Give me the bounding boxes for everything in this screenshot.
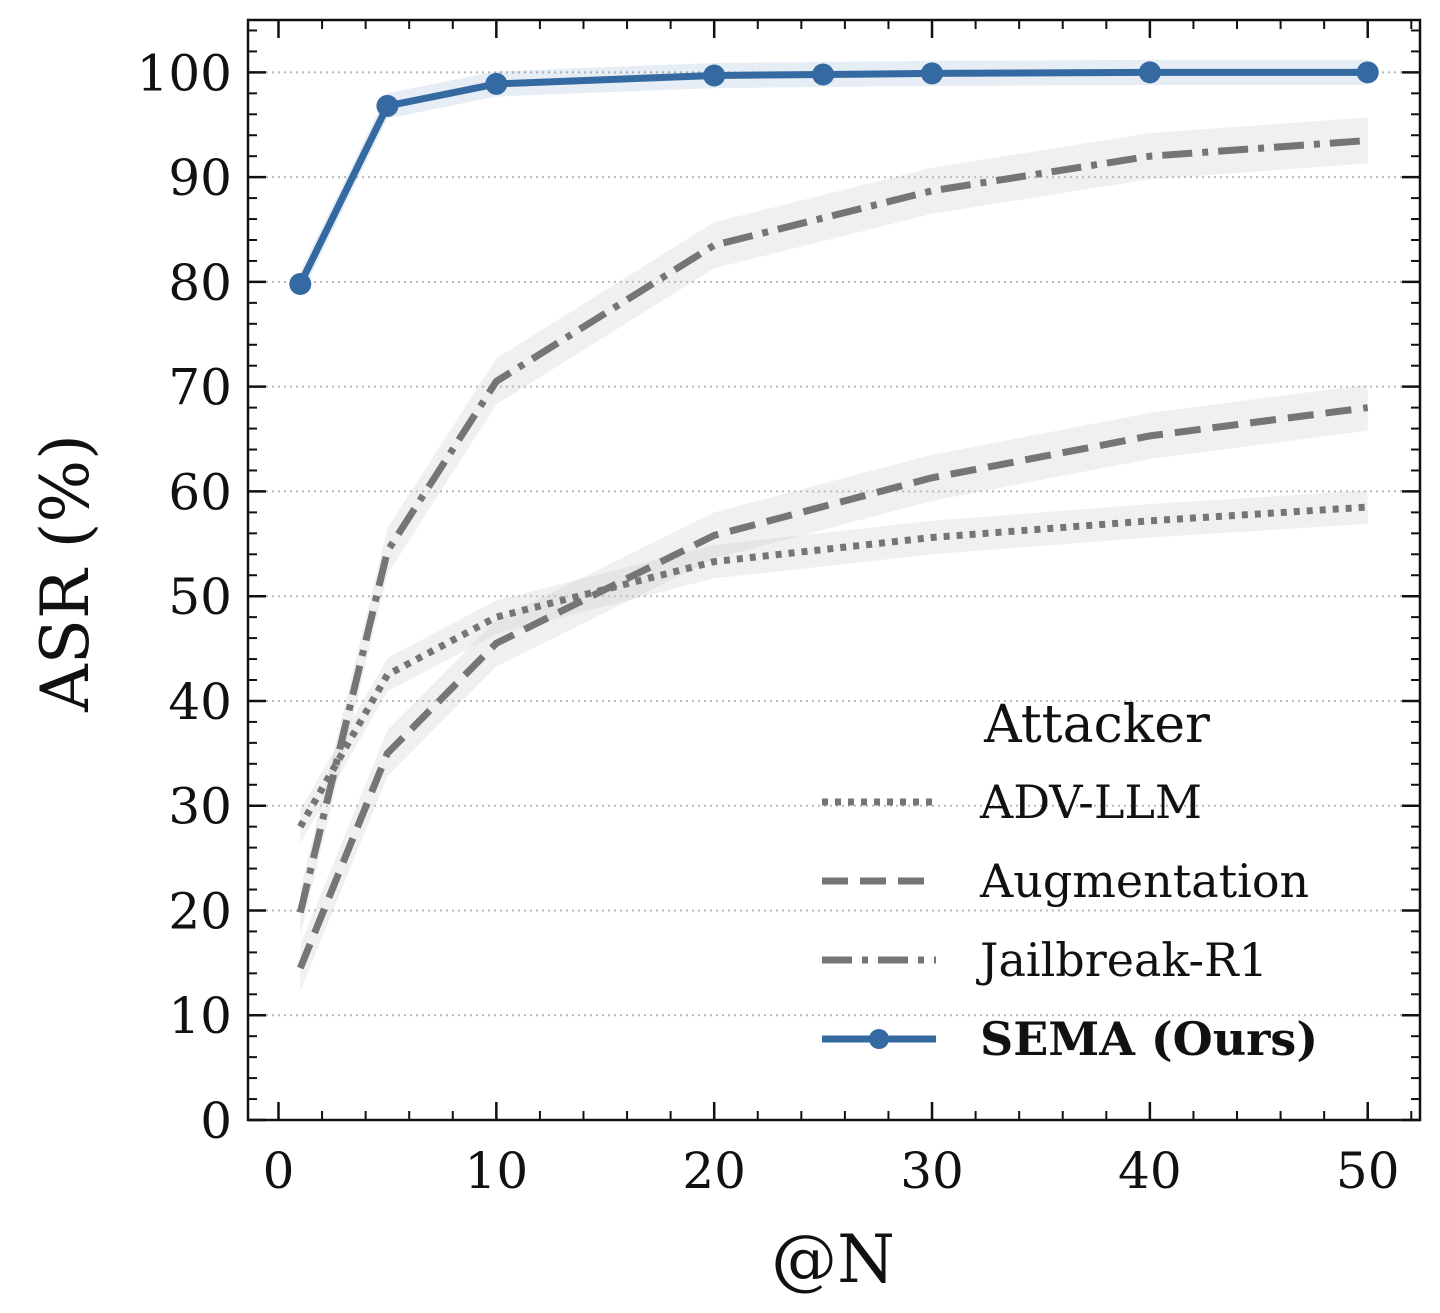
- y-tick-label-80: 80: [168, 254, 232, 312]
- legend-label-2: Jailbreak-R1: [976, 933, 1268, 987]
- point-series-3-6: [1138, 61, 1161, 84]
- x-tick-label-30: 30: [900, 1142, 964, 1200]
- x-axis-label: @N: [771, 1221, 895, 1298]
- y-tick-label-60: 60: [168, 463, 232, 521]
- band-series-2: [300, 117, 1368, 936]
- x-tick-label-0: 0: [263, 1142, 295, 1200]
- y-tick-label-100: 100: [137, 44, 232, 102]
- y-tick-label-30: 30: [168, 778, 232, 836]
- y-axis-label: ASR (%): [27, 434, 104, 713]
- point-series-3-7: [1356, 61, 1379, 84]
- legend-label-0: ADV-LLM: [979, 775, 1202, 829]
- point-series-3-2: [485, 72, 508, 95]
- y-tick-label-0: 0: [200, 1092, 232, 1150]
- line-series-2: [296, 137, 1368, 914]
- point-series-3-4: [812, 63, 835, 86]
- x-tick-label-10: 10: [465, 1142, 529, 1200]
- point-series-3-1: [376, 94, 399, 117]
- y-tick-label-70: 70: [168, 359, 232, 417]
- y-tick-label-50: 50: [168, 568, 232, 626]
- x-tick-label-50: 50: [1336, 1142, 1400, 1200]
- legend-title: Attacker: [983, 695, 1210, 755]
- y-tick-label-90: 90: [168, 149, 232, 207]
- y-tick-label-40: 40: [168, 673, 232, 731]
- legend-label-3: SEMA (Ours): [980, 1012, 1318, 1066]
- line-series-3: [297, 68, 1368, 286]
- point-series-3-5: [921, 62, 944, 85]
- x-tick-label-20: 20: [682, 1142, 746, 1200]
- band-series-3: [300, 59, 1368, 297]
- x-tick-label-40: 40: [1118, 1142, 1182, 1200]
- band-series-0: [300, 490, 1368, 844]
- band-series-1: [300, 384, 1368, 992]
- y-tick-label-20: 20: [168, 882, 232, 940]
- point-series-3-0: [289, 273, 312, 295]
- line-series-0: [297, 503, 1368, 829]
- line-series-1: [297, 404, 1369, 970]
- y-tick-label-10: 10: [168, 987, 232, 1045]
- point-series-3-3: [703, 64, 726, 87]
- plot-frame: [246, 18, 1422, 1122]
- legend-marker-3: [869, 1029, 889, 1049]
- legend-label-1: Augmentation: [979, 854, 1309, 908]
